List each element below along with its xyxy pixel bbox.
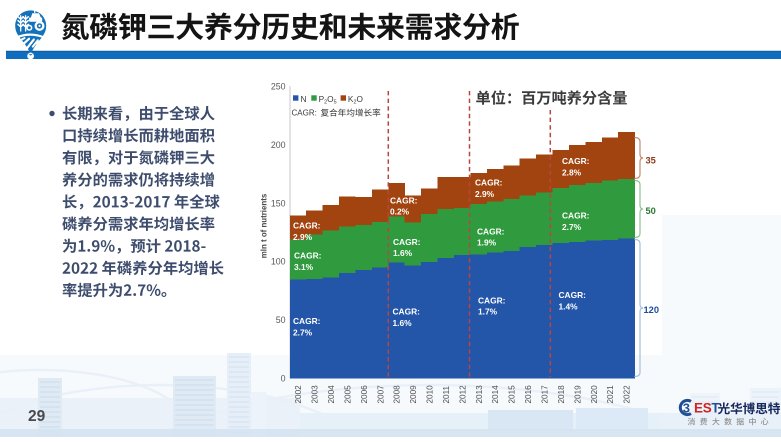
svg-text:100: 100 [271, 257, 286, 267]
svg-text:1.7%: 1.7% [478, 307, 498, 317]
svg-text:2.9%: 2.9% [293, 232, 313, 242]
svg-text:2.7%: 2.7% [293, 327, 313, 337]
svg-text:2018: 2018 [557, 385, 566, 404]
svg-text:2008: 2008 [393, 385, 402, 404]
svg-text:mln t of nutrients: mln t of nutrients [260, 193, 269, 258]
svg-text:CAGR:: CAGR: [292, 109, 317, 118]
svg-text:CAGR:: CAGR: [562, 156, 589, 166]
svg-text:2022: 2022 [623, 385, 632, 404]
svg-text:2010: 2010 [426, 385, 435, 404]
svg-text:CAGR:: CAGR: [475, 178, 502, 188]
svg-text:2021: 2021 [606, 385, 615, 404]
svg-text:35: 35 [646, 156, 656, 166]
svg-text:EST: EST [694, 401, 720, 416]
svg-text:2004: 2004 [327, 385, 336, 404]
svg-text:2019: 2019 [573, 385, 582, 404]
svg-text:2013: 2013 [475, 385, 484, 404]
svg-text:CAGR:: CAGR: [293, 221, 320, 231]
svg-text:K2O: K2O [348, 94, 364, 106]
svg-text:2002: 2002 [294, 385, 303, 404]
svg-text:CAGR:: CAGR: [294, 251, 321, 261]
svg-text:1.6%: 1.6% [393, 248, 413, 258]
svg-text:200: 200 [271, 140, 286, 150]
svg-text:CAGR:: CAGR: [390, 195, 417, 205]
svg-text:CAGR:: CAGR: [562, 211, 589, 221]
svg-text:CAGR:: CAGR: [293, 316, 320, 326]
svg-text:1.9%: 1.9% [477, 238, 497, 248]
svg-text:2.9%: 2.9% [475, 189, 495, 199]
svg-text:120: 120 [644, 305, 660, 315]
svg-text:2007: 2007 [376, 385, 385, 404]
svg-text:0: 0 [281, 373, 286, 383]
svg-text:2014: 2014 [491, 385, 500, 404]
svg-text:29: 29 [28, 408, 46, 425]
svg-text:CAGR:: CAGR: [477, 226, 504, 236]
svg-text:2.7%: 2.7% [562, 222, 582, 232]
svg-text:2011: 2011 [442, 385, 451, 403]
svg-text:CAGR:: CAGR: [393, 237, 420, 247]
svg-text:N: N [301, 94, 307, 104]
svg-text:3: 3 [683, 401, 690, 416]
svg-text:2006: 2006 [360, 385, 369, 404]
svg-text:50: 50 [646, 206, 656, 216]
svg-text:2016: 2016 [524, 385, 533, 404]
svg-text:2015: 2015 [508, 385, 517, 404]
svg-text:150: 150 [271, 198, 286, 208]
svg-text:P2O5: P2O5 [319, 94, 337, 106]
svg-text:2020: 2020 [590, 385, 599, 404]
svg-text:2017: 2017 [541, 385, 550, 404]
svg-text:2005: 2005 [344, 385, 353, 404]
svg-text:2012: 2012 [458, 385, 467, 404]
svg-text:CAGR:: CAGR: [559, 290, 586, 300]
svg-text:1.4%: 1.4% [559, 301, 579, 311]
svg-text:2003: 2003 [311, 385, 320, 404]
svg-text:250: 250 [271, 82, 286, 92]
svg-text:2.8%: 2.8% [562, 167, 582, 177]
svg-text:2009: 2009 [409, 385, 418, 404]
svg-text:50: 50 [276, 315, 286, 325]
svg-text:1.6%: 1.6% [393, 318, 413, 328]
svg-text:0.2%: 0.2% [390, 207, 410, 217]
svg-text:CAGR:: CAGR: [478, 295, 505, 305]
svg-text:3.1%: 3.1% [294, 262, 314, 272]
svg-text:CAGR:: CAGR: [393, 307, 420, 317]
